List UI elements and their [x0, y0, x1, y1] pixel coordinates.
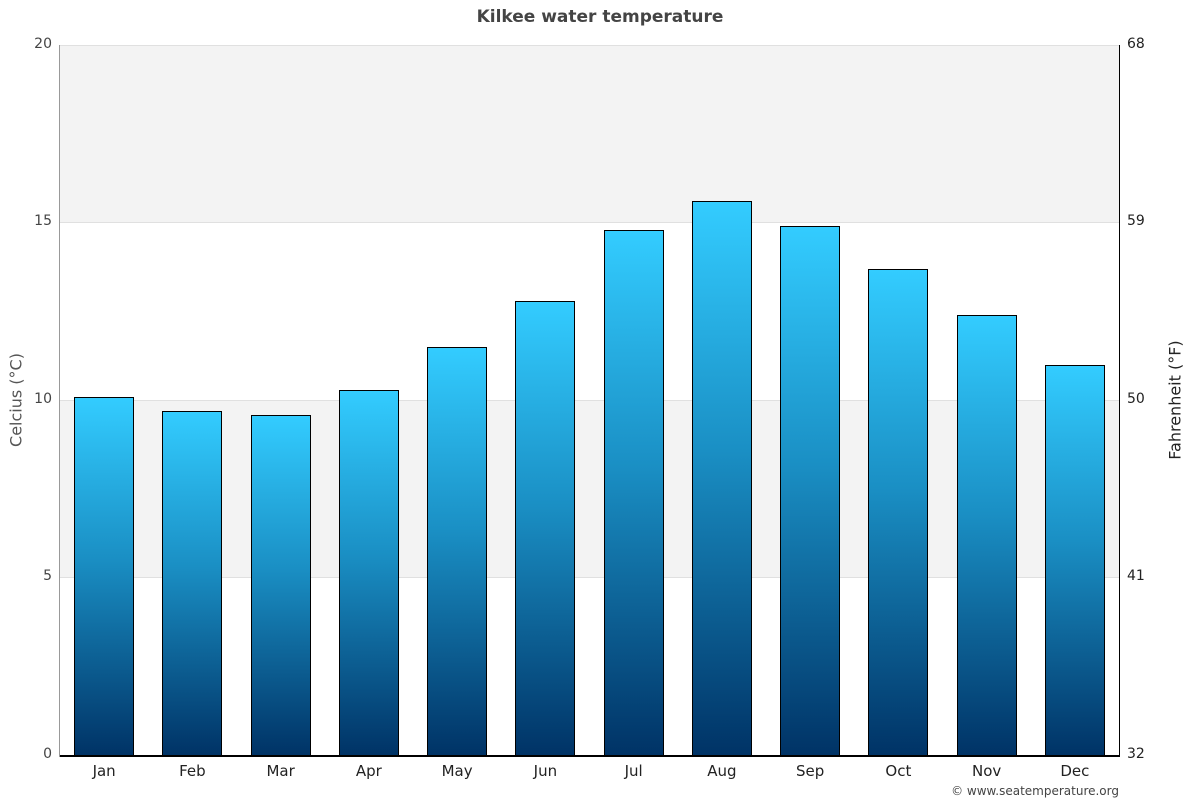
bar-feb [162, 411, 223, 756]
bar-jan [74, 396, 135, 756]
y-axis-label-left: Celcius (°C) [6, 353, 26, 447]
x-tick-mar: Mar [266, 762, 295, 780]
y-axis-label-right: Fahrenheit (°F) [1165, 340, 1185, 460]
x-tick-oct: Oct [885, 762, 912, 780]
bar-aug [691, 201, 752, 756]
bar-mar [250, 414, 311, 756]
y-tick-right: 68 [1127, 36, 1145, 52]
chart-title: Kilkee water temperature [476, 7, 724, 27]
bar-jun [515, 300, 576, 756]
x-tick-nov: Nov [971, 762, 1002, 780]
y-tick-left: 15 [34, 213, 52, 229]
bar-oct [868, 268, 929, 756]
gridline-10 [60, 400, 1119, 401]
y-tick-right: 50 [1127, 391, 1145, 407]
bar-dec [1044, 364, 1105, 756]
grid-band-lower [60, 400, 1119, 578]
y-axis-right [1119, 45, 1120, 757]
y-tick-left: 10 [34, 391, 52, 407]
x-tick-aug: Aug [707, 762, 737, 780]
x-tick-sep: Sep [795, 762, 825, 780]
x-tick-jun: Jun [533, 762, 558, 780]
bar-jul [603, 229, 664, 756]
x-axis [60, 755, 1120, 757]
x-tick-jul: Jul [624, 762, 643, 780]
bar-nov [956, 315, 1017, 756]
gridline-15 [60, 222, 1119, 223]
y-tick-right: 59 [1127, 213, 1145, 229]
grid-band-upper [60, 45, 1119, 223]
bar-apr [338, 389, 399, 756]
y-tick-right: 32 [1127, 746, 1145, 762]
x-tick-dec: Dec [1060, 762, 1090, 780]
y-tick-left: 0 [43, 746, 52, 762]
y-tick-left: 5 [43, 568, 52, 584]
y-tick-right: 41 [1127, 568, 1145, 584]
x-tick-jan: Jan [92, 762, 116, 780]
x-tick-apr: Apr [355, 762, 382, 780]
x-tick-may: May [441, 762, 473, 780]
x-tick-feb: Feb [179, 762, 206, 780]
gridline-5 [60, 577, 1119, 578]
bar-sep [780, 226, 841, 756]
bar-may [427, 347, 488, 756]
gridline-20 [60, 45, 1119, 46]
plot-area [60, 45, 1119, 756]
credit-text: © www.seatemperature.org [951, 784, 1119, 798]
y-tick-left: 20 [34, 36, 52, 52]
y-axis-left [59, 45, 60, 757]
